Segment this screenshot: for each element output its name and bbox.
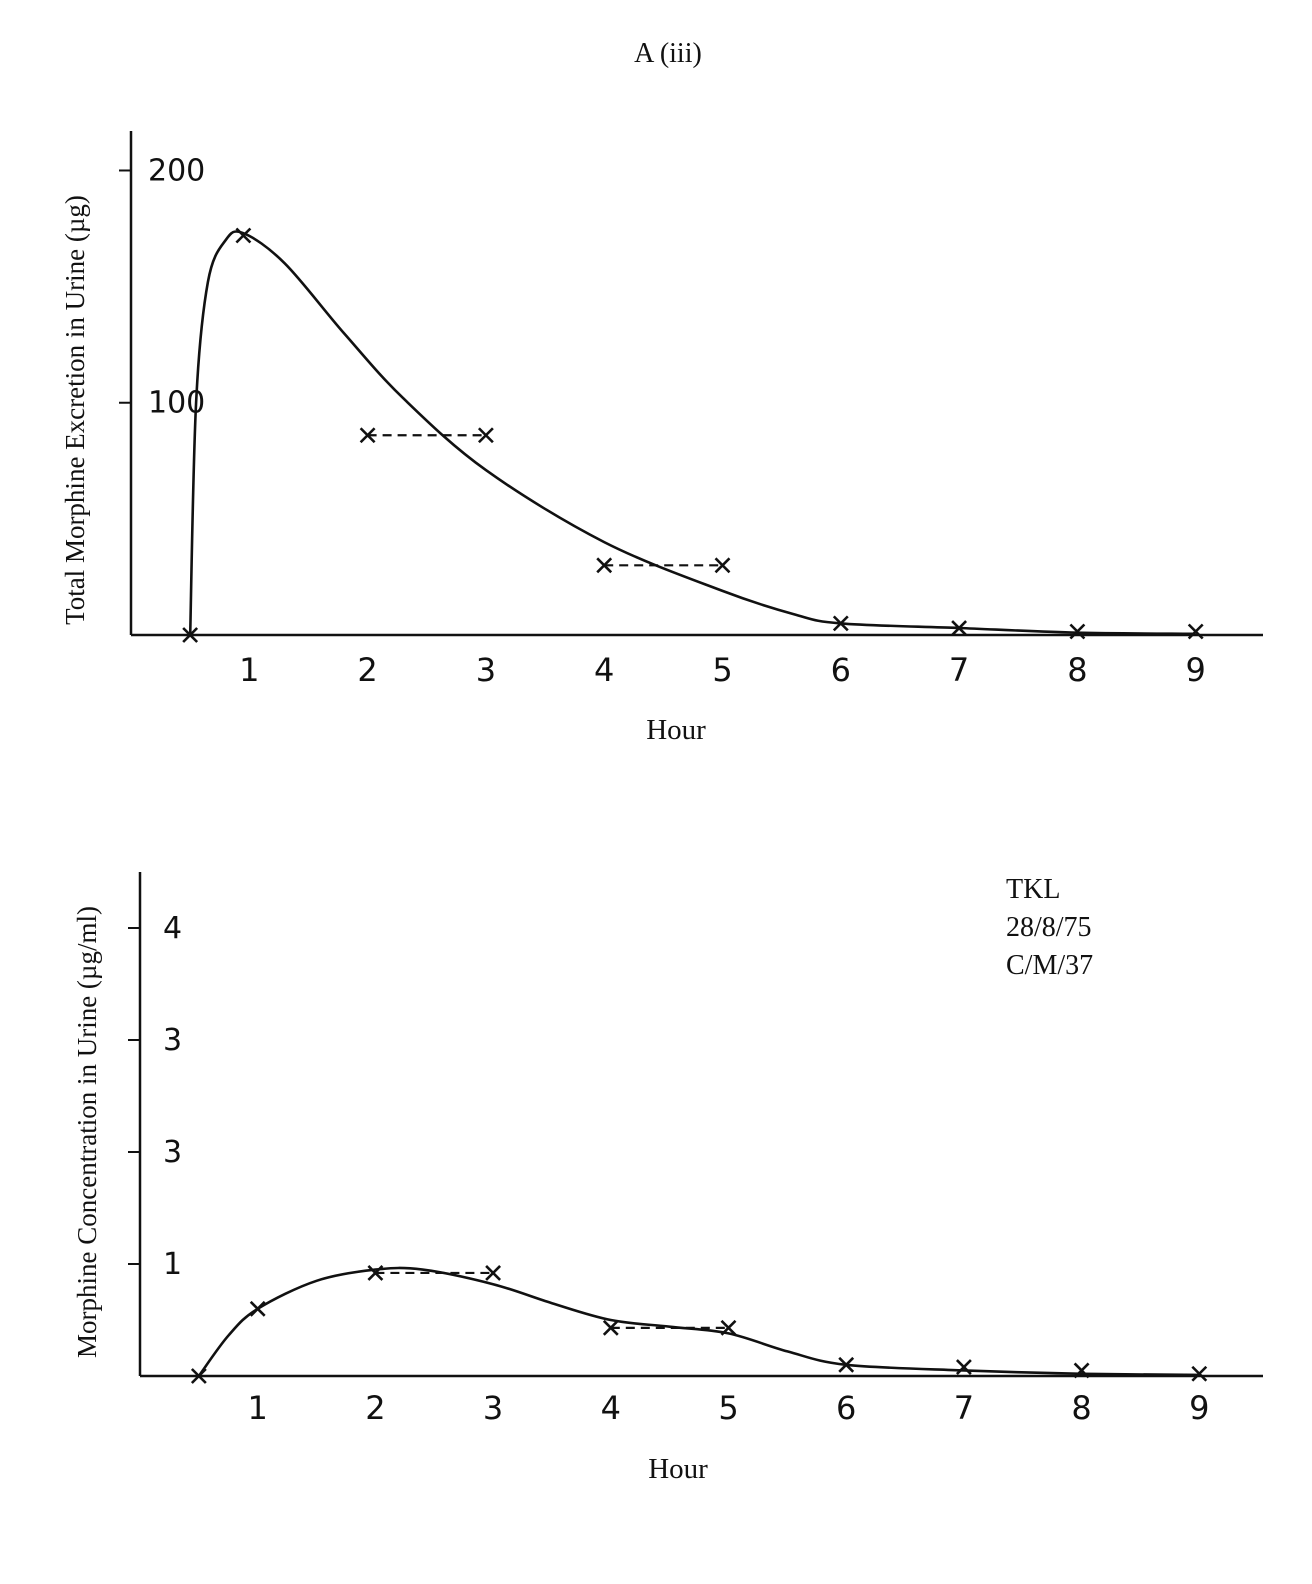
bottom-data-point	[249, 1300, 266, 1317]
top-data-point	[182, 627, 199, 643]
top-y-axis-label: Total Morphine Excretion in Urine (µg)	[60, 195, 90, 625]
annotation-line-1: TKL	[1006, 874, 1060, 905]
bottom-y-tick-label: 4	[163, 911, 182, 946]
bottom-x-tick-label: 8	[1071, 1389, 1091, 1427]
bottom-y-tick-label: 1	[163, 1247, 182, 1282]
top-y-tick-label: 200	[148, 153, 205, 188]
bottom-interval-point	[720, 1319, 737, 1336]
top-data-point	[1187, 623, 1204, 640]
bottom-y-axis-label: Morphine Concentration in Urine (µg/ml)	[72, 906, 102, 1358]
top-x-tick-label: 4	[594, 651, 614, 689]
annotation-line-3: C/M/37	[1006, 950, 1093, 981]
bottom-x-tick-label: 2	[365, 1389, 385, 1427]
bottom-data-point	[838, 1356, 855, 1373]
annotation-line-2: 28/8/75	[1006, 912, 1092, 943]
bottom-interval-point	[367, 1265, 384, 1281]
top-interval-point	[714, 557, 731, 574]
bottom-x-tick-label: 5	[718, 1389, 738, 1427]
top-data-point	[1069, 623, 1086, 640]
bottom-x-tick-label: 1	[248, 1389, 268, 1427]
top-fitted-curve	[188, 230, 1196, 636]
bottom-data-point	[190, 1368, 207, 1384]
top-interval-point	[359, 427, 376, 444]
top-interval-point	[596, 557, 613, 574]
bottom-fitted-curve	[197, 1266, 1200, 1377]
annotation-block: TKL 28/8/75 C/M/37	[1006, 874, 1093, 981]
top-x-tick-label: 2	[357, 651, 377, 689]
bottom-data-point	[1191, 1365, 1208, 1382]
bottom-chart: Morphine Concentration in Urine (µg/ml) …	[72, 872, 1263, 1485]
bottom-data-point	[1073, 1362, 1090, 1379]
top-data-point	[235, 227, 252, 244]
top-chart: Total Morphine Excretion in Urine (µg) H…	[60, 131, 1263, 746]
bottom-interval-point	[485, 1265, 502, 1281]
bottom-interval-point	[602, 1319, 619, 1336]
top-x-tick-label: 1	[239, 651, 259, 689]
top-x-tick-label: 3	[476, 651, 496, 689]
bottom-data-point	[955, 1359, 972, 1375]
top-x-tick-label: 5	[712, 651, 732, 689]
top-x-tick-label: 8	[1067, 651, 1087, 689]
top-x-tick-label: 7	[949, 651, 969, 689]
top-x-tick-label: 9	[1186, 651, 1206, 689]
bottom-y-tick-label: 3	[163, 1135, 182, 1170]
bottom-x-tick-label: 3	[483, 1389, 503, 1427]
bottom-x-axis-label: Hour	[648, 1453, 708, 1485]
top-x-tick-label: 6	[831, 651, 851, 689]
bottom-y-tick-label: 3	[163, 1023, 182, 1058]
bottom-x-tick-label: 6	[836, 1389, 856, 1427]
bottom-x-tick-label: 4	[601, 1389, 621, 1427]
top-data-point	[832, 615, 849, 632]
bottom-x-tick-label: 7	[954, 1389, 974, 1427]
top-data-point	[951, 620, 968, 636]
top-x-axis-label: Hour	[646, 714, 706, 746]
figure-title: A (iii)	[634, 38, 702, 69]
top-interval-point	[477, 427, 494, 444]
bottom-x-tick-label: 9	[1189, 1389, 1209, 1427]
